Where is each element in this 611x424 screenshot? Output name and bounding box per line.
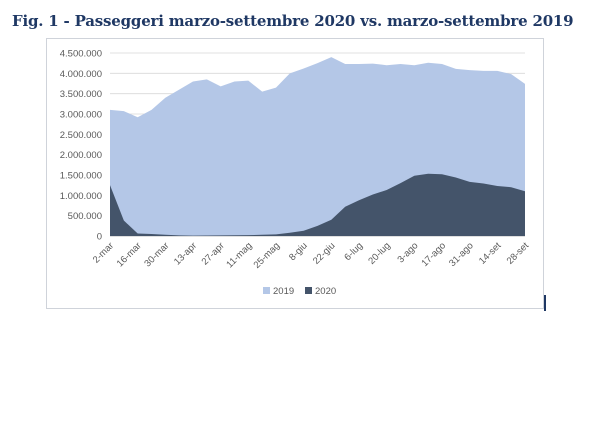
x-tick-label: 3-ago [395,240,420,265]
area-chart: 0 500.000 1.000.000 1.500.000 2.000.000 2.500… [60,49,532,298]
x-tick-label: 11-mag [224,240,254,270]
x-tick-label: 17-ago [419,240,448,269]
y-tick-label: 3.000.000 [60,110,102,121]
x-tick-label: 13-apr [172,240,199,267]
figure-title: Fig. 1 - Passeggeri marzo-settembre 2020… [12,12,574,30]
x-tick-label: 2-mar [91,240,116,265]
x-tick-label: 8-giu [287,240,310,263]
area-series-2020 [110,173,525,236]
y-axis-tick-labels: 0 500.000 1.000.000 1.500.000 2.000.000 2.500… [60,49,102,243]
x-tick-label: 25-mag [252,240,283,271]
y-tick-label: 1.500.000 [60,171,102,182]
y-tick-label: 0 [97,232,102,243]
x-tick-label: 16-mar [115,240,144,269]
x-tick-label: 22-giu [311,240,337,266]
y-tick-label: 2.500.000 [60,130,102,141]
y-tick-label: 4.000.000 [60,69,102,80]
x-tick-label: 14-set [477,240,504,267]
chart-frame: 0 500.000 1.000.000 1.500.000 2.000.000 2.500… [46,38,546,311]
x-tick-label: 27-apr [200,240,227,267]
x-tick-label: 28-set [505,240,532,267]
y-tick-label: 3.500.000 [60,89,102,100]
y-tick-label: 500.000 [68,211,102,222]
x-tick-label: 30-mar [142,240,171,269]
legend-swatch-2020 [305,287,312,294]
legend: 2019 2020 [263,286,336,297]
x-tick-label: 20-lug [366,240,392,266]
y-tick-label: 4.500.000 [60,49,102,60]
legend-swatch-2019 [263,287,270,294]
series-areas [110,57,525,236]
x-tick-label: 31-ago [447,240,476,269]
y-tick-label: 1.000.000 [60,191,102,202]
y-tick-label: 2.000.000 [60,150,102,161]
legend-label-2020: 2020 [315,286,336,297]
legend-label-2019: 2019 [273,286,294,297]
x-tick-label: 6-lug [342,240,365,263]
